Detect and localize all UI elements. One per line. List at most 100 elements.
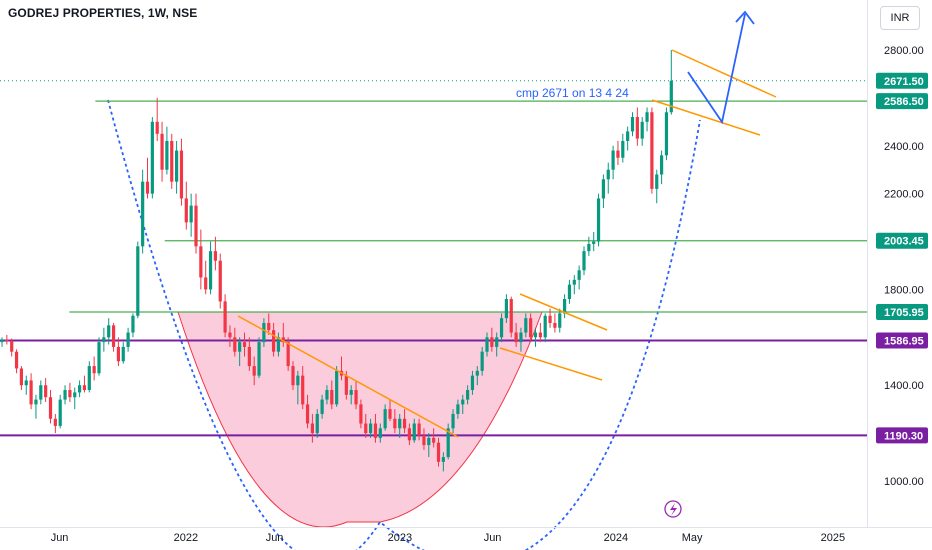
candle-body bbox=[563, 299, 567, 314]
price-tag-label: 1705.95 bbox=[884, 307, 924, 319]
price-tag bbox=[876, 93, 928, 110]
candle-body bbox=[640, 121, 644, 139]
candle-body bbox=[398, 418, 402, 429]
candle-body bbox=[349, 390, 353, 395]
candle-body bbox=[257, 342, 261, 376]
candle-body bbox=[291, 366, 295, 386]
candle-body bbox=[558, 313, 562, 328]
y-tick-label: 2400.00 bbox=[884, 141, 924, 153]
candle-body bbox=[10, 340, 14, 352]
candle-body bbox=[572, 279, 576, 285]
price-tag-label: 2003.45 bbox=[884, 236, 924, 248]
candle-body bbox=[330, 390, 334, 405]
trendline-1 bbox=[519, 293, 608, 331]
candle-body bbox=[451, 413, 455, 429]
candle-body bbox=[194, 205, 198, 247]
candle-body bbox=[204, 277, 208, 290]
candle-body bbox=[335, 370, 339, 405]
candle-body bbox=[107, 325, 111, 338]
candle-body bbox=[24, 380, 28, 386]
candle-body bbox=[354, 390, 358, 405]
candle-body bbox=[616, 150, 620, 158]
candle-body bbox=[461, 399, 465, 405]
x-tick-label: Jun bbox=[266, 532, 284, 544]
candle-body bbox=[238, 342, 242, 352]
candle-body bbox=[29, 380, 33, 405]
candle-body bbox=[97, 342, 101, 374]
candle-body bbox=[82, 385, 87, 391]
candle-body bbox=[432, 437, 436, 443]
candle-body bbox=[587, 243, 591, 252]
candle-body bbox=[422, 435, 426, 446]
candle-body bbox=[601, 179, 605, 199]
currency-button[interactable]: INR bbox=[880, 6, 920, 30]
candle-body bbox=[131, 315, 135, 333]
y-tick-label: 2800.00 bbox=[884, 45, 924, 57]
candle-body bbox=[446, 428, 450, 458]
candle-body bbox=[393, 418, 397, 429]
candle-body bbox=[388, 409, 392, 419]
price-axis-divider bbox=[867, 0, 868, 528]
candle-body bbox=[272, 330, 276, 352]
candle-body bbox=[611, 150, 615, 170]
candle-body bbox=[529, 318, 533, 338]
price-tag-label: 1586.95 bbox=[884, 335, 924, 347]
candle-body bbox=[596, 198, 601, 242]
x-tick-label: 2025 bbox=[821, 532, 845, 544]
candle-body bbox=[383, 409, 387, 429]
x-tick-label: Jun bbox=[51, 532, 69, 544]
candle-body bbox=[635, 117, 639, 139]
candle-body bbox=[553, 322, 557, 328]
price-tag bbox=[876, 332, 928, 349]
candle-body bbox=[160, 133, 164, 170]
candle-body bbox=[53, 418, 57, 426]
trendline-2 bbox=[499, 347, 603, 381]
candle-body bbox=[592, 241, 596, 244]
candle-body bbox=[344, 375, 348, 395]
candle-body bbox=[48, 397, 53, 419]
price-tag bbox=[876, 303, 928, 320]
candle-body bbox=[68, 390, 72, 398]
candle-body bbox=[582, 251, 586, 271]
candle-body bbox=[407, 428, 411, 441]
candle-body bbox=[92, 366, 96, 374]
candle-body bbox=[296, 375, 300, 386]
x-tick-label: 2023 bbox=[388, 532, 412, 544]
candle-body bbox=[441, 457, 445, 462]
candle-body bbox=[34, 399, 38, 405]
candle-body bbox=[136, 246, 140, 316]
candle-body bbox=[509, 299, 513, 333]
candle-body bbox=[145, 181, 150, 194]
candle-body bbox=[475, 370, 479, 376]
candle-body bbox=[73, 392, 77, 398]
candle-body bbox=[373, 423, 378, 438]
candle-body bbox=[262, 322, 266, 343]
candle-body bbox=[175, 150, 179, 182]
candle-body bbox=[310, 423, 314, 434]
x-tick-label: 2024 bbox=[604, 532, 628, 544]
candle-body bbox=[305, 404, 310, 424]
candle-body bbox=[436, 442, 441, 462]
candle-body bbox=[519, 332, 523, 343]
y-tick-label: 1800.00 bbox=[884, 284, 924, 296]
candle-body bbox=[233, 337, 237, 352]
candle-body bbox=[213, 251, 217, 261]
time-axis-divider bbox=[0, 527, 932, 528]
candle-body bbox=[320, 399, 324, 414]
candle-body bbox=[504, 299, 508, 319]
x-tick-label: Jun bbox=[484, 532, 502, 544]
candle-body bbox=[141, 181, 145, 247]
candle-body bbox=[111, 325, 116, 347]
candle-body bbox=[626, 131, 630, 141]
candle-body bbox=[150, 121, 154, 194]
trendline-0 bbox=[237, 315, 459, 438]
candle-body bbox=[402, 418, 407, 429]
parabolic-curve-line bbox=[107, 99, 701, 550]
candle-body bbox=[456, 404, 460, 414]
candle-body bbox=[466, 390, 470, 400]
candle-body bbox=[621, 140, 625, 158]
candle-body bbox=[524, 318, 528, 333]
candle-body bbox=[650, 112, 654, 189]
candle-body bbox=[543, 315, 547, 338]
